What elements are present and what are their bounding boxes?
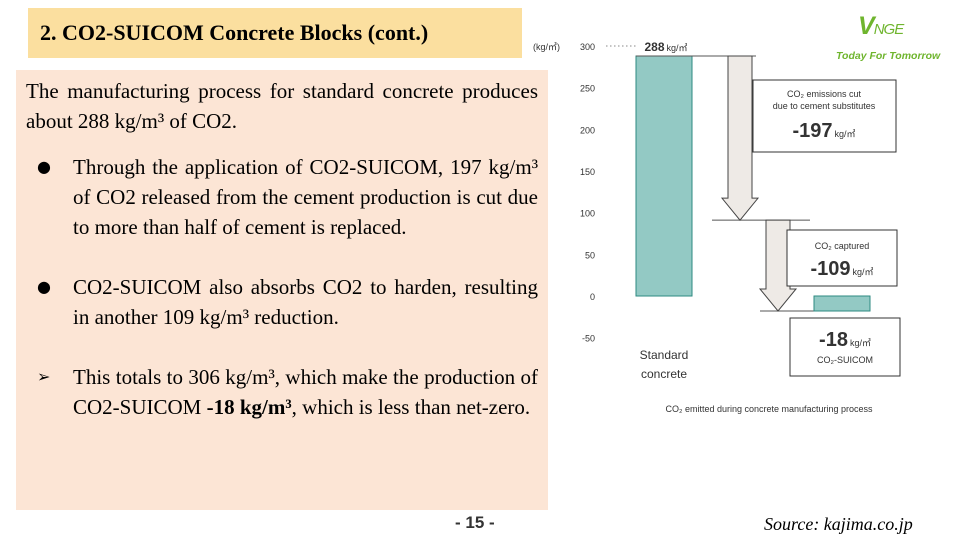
vnge-logo: VNGE Today For Tomorrow — [828, 10, 953, 70]
intro-paragraph: The manufacturing process for standard c… — [26, 79, 538, 133]
bullet-dot-icon: ● — [37, 157, 51, 176]
source-citation: Source: kajima.co.jp — [764, 514, 913, 534]
bullet-text-1: Through the application of CO2-SUICOM, 1… — [73, 155, 538, 239]
y-axis-unit-label: (kg/㎥) — [533, 42, 560, 52]
bullet-text-2: CO2-SUICOM also absorbs CO2 to harden, r… — [73, 275, 538, 329]
slide-title: 2. CO2-SUICOM Concrete Blocks (cont.) — [28, 8, 522, 58]
y-tick-label: 150 — [580, 167, 595, 177]
callout-captured-line1: CO₂ captured — [815, 241, 870, 251]
co2-chart: (kg/㎥) 300 250 200 150 100 50 0 -50 288 kg/㎥ CO₂ em… — [533, 40, 901, 414]
y-tick-label: 200 — [580, 125, 595, 135]
final-name-label: CO₂-SUICOM — [817, 355, 873, 365]
bullet-list: ● Through the application of CO2-SUICOM, … — [26, 152, 538, 422]
callout-box-cement — [752, 79, 897, 153]
logo-mark: VNGE — [858, 12, 904, 41]
summary-text-bold: -18 kg/m³ — [206, 395, 292, 419]
text-panel: The manufacturing process for standard c… — [16, 70, 548, 510]
callout-cement-line1: CO₂ emissions cut — [787, 89, 862, 99]
logo-mark-v: V — [858, 12, 875, 40]
y-tick-label: 250 — [580, 84, 595, 94]
logo-mark-rest: NGE — [873, 21, 904, 38]
summary-text-after: , which is less than net-zero. — [291, 395, 531, 419]
bar-co2-suicom — [813, 295, 871, 312]
callout-box-captured — [786, 229, 898, 287]
page-number: - 15 - — [455, 513, 495, 532]
x-category-label: Standard — [640, 348, 689, 362]
bullet-item-1: ● Through the application of CO2-SUICOM, … — [26, 152, 538, 242]
logo-tagline: Today For Tomorrow — [836, 50, 941, 62]
arrow-bullet-icon: ➢ — [37, 367, 51, 386]
y-tick-label: 0 — [590, 292, 595, 302]
bar-standard-concrete — [635, 55, 693, 297]
chart-caption: CO₂ emitted during concrete manufacturin… — [665, 404, 873, 414]
bullet-dot-icon: ● — [37, 277, 51, 296]
callout-captured-value: -109 kg/㎥ — [810, 258, 873, 280]
summary-text-before: This totals to 306 kg/m³, which make the… — [73, 365, 538, 419]
y-tick-label: -50 — [582, 334, 595, 344]
top-value-label: 288 kg/㎥ — [644, 40, 687, 54]
callout-box-final — [789, 317, 901, 377]
callout-cement-line2: due to cement substitutes — [773, 101, 876, 111]
y-tick-label: 300 — [580, 42, 595, 52]
reduction-arrow-cement — [720, 55, 760, 221]
x-category-label: concrete — [641, 367, 687, 381]
final-value-label: -18 kg/㎥ — [819, 329, 871, 351]
bullet-item-2: ● CO2-SUICOM also absorbs CO2 to harden, … — [26, 272, 538, 332]
y-tick-label: 100 — [580, 209, 595, 219]
y-tick-label: 50 — [585, 250, 595, 260]
bullet-item-summary: ➢ This totals to 306 kg/m³, which make th… — [26, 362, 538, 422]
slide-title-text: 2. CO2-SUICOM Concrete Blocks (cont.) — [40, 20, 429, 45]
callout-cement-value: -197 kg/㎥ — [792, 120, 855, 142]
